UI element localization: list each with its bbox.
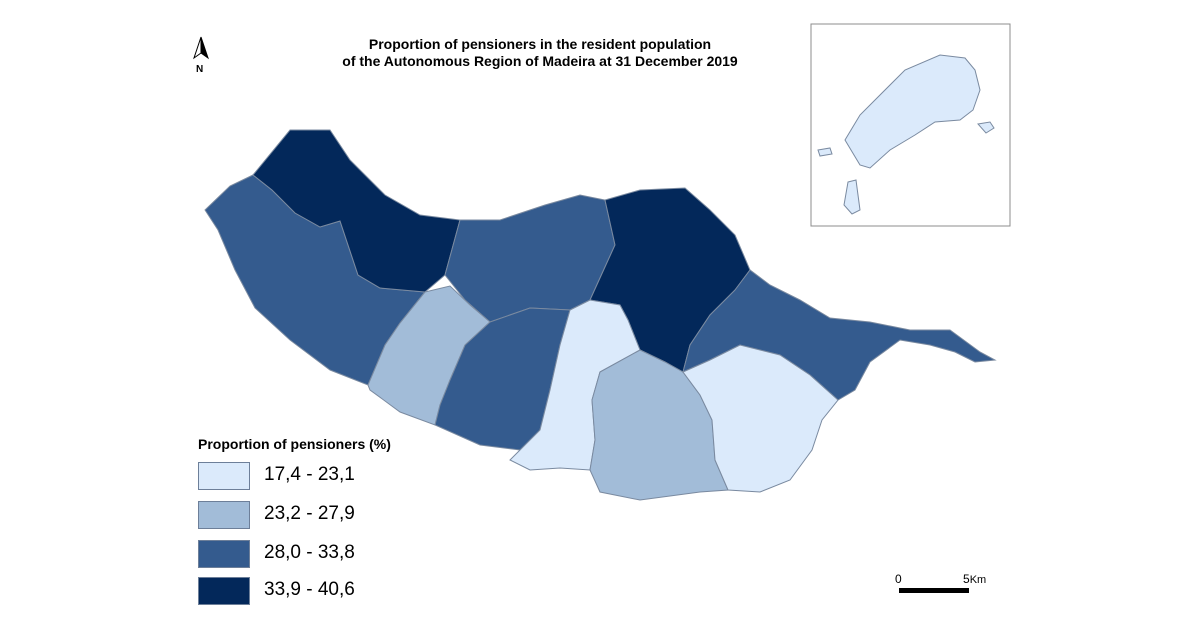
legend-label: 28,0 - 33,8 <box>264 542 355 563</box>
north-arrow-icon <box>193 36 209 60</box>
inset-islet-ilheu-de-baixo <box>843 179 861 215</box>
legend-title: Proportion of pensioners (%) <box>198 436 391 452</box>
scale-bar <box>899 588 969 593</box>
legend-swatch <box>198 501 250 529</box>
map-title: Proportion of pensioners in the resident… <box>290 36 790 70</box>
scale-unit: Km <box>969 574 987 586</box>
legend-swatch <box>198 462 250 490</box>
municipality-santa-cruz <box>682 344 839 493</box>
scale-start-label: 0 <box>895 572 902 586</box>
inset-porto-santo-island <box>844 54 981 169</box>
inset-islet-ilheu-de-cima <box>977 121 995 134</box>
scale-end-value: 5 <box>963 572 970 586</box>
map-title-line-2: of the Autonomous Region of Madeira at 3… <box>342 53 738 69</box>
map-title-line-1: Proportion of pensioners in the resident… <box>368 36 712 52</box>
legend-label: 33,9 - 40,6 <box>264 579 355 600</box>
municipality-porto-moniz-sao-vicente <box>252 129 461 293</box>
inset-islet-west <box>817 147 833 157</box>
legend-label: 23,2 - 27,9 <box>264 503 355 524</box>
legend-label: 17,4 - 23,1 <box>264 464 355 485</box>
north-label: N <box>196 64 204 75</box>
legend-swatch <box>198 540 250 568</box>
scale-end-label: 5Km <box>963 572 986 586</box>
legend-swatch <box>198 577 250 605</box>
